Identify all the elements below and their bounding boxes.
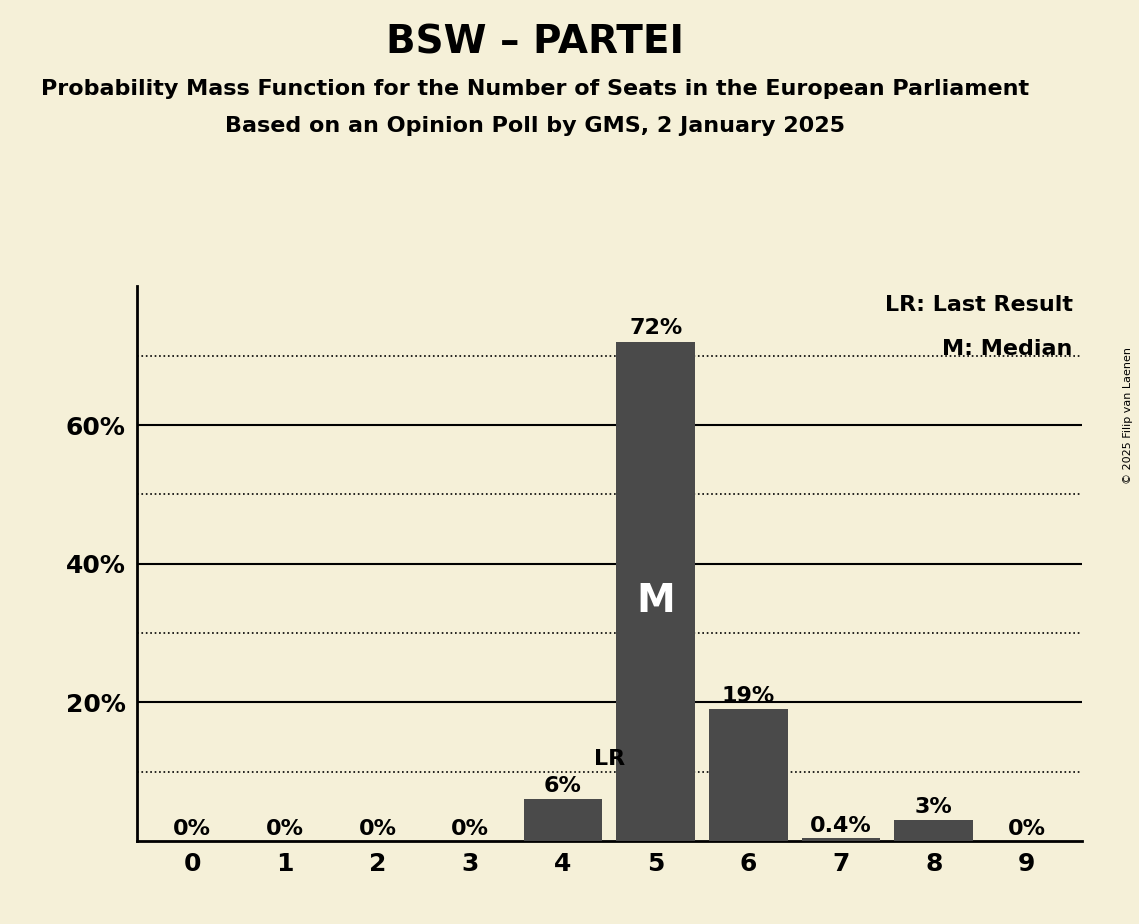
Text: 72%: 72% — [629, 319, 682, 338]
Text: LR: LR — [593, 749, 625, 770]
Text: © 2025 Filip van Laenen: © 2025 Filip van Laenen — [1123, 347, 1133, 484]
Text: 0%: 0% — [451, 819, 490, 839]
Text: 0%: 0% — [1007, 819, 1046, 839]
Text: M: Median: M: Median — [942, 339, 1073, 359]
Text: 0%: 0% — [173, 819, 212, 839]
Text: BSW – PARTEI: BSW – PARTEI — [386, 23, 685, 61]
Text: LR: Last Result: LR: Last Result — [885, 295, 1073, 315]
Bar — [524, 799, 603, 841]
Bar — [894, 821, 973, 841]
Text: 0.4%: 0.4% — [810, 816, 872, 836]
Bar — [802, 838, 880, 841]
Text: Probability Mass Function for the Number of Seats in the European Parliament: Probability Mass Function for the Number… — [41, 79, 1030, 99]
Text: 0%: 0% — [267, 819, 304, 839]
Text: M: M — [637, 582, 675, 620]
Text: 19%: 19% — [722, 686, 775, 706]
Bar — [708, 710, 788, 841]
Text: Based on an Opinion Poll by GMS, 2 January 2025: Based on an Opinion Poll by GMS, 2 Janua… — [226, 116, 845, 136]
Text: 3%: 3% — [915, 796, 952, 817]
Bar — [616, 342, 695, 841]
Text: 6%: 6% — [544, 776, 582, 796]
Text: 0%: 0% — [359, 819, 396, 839]
